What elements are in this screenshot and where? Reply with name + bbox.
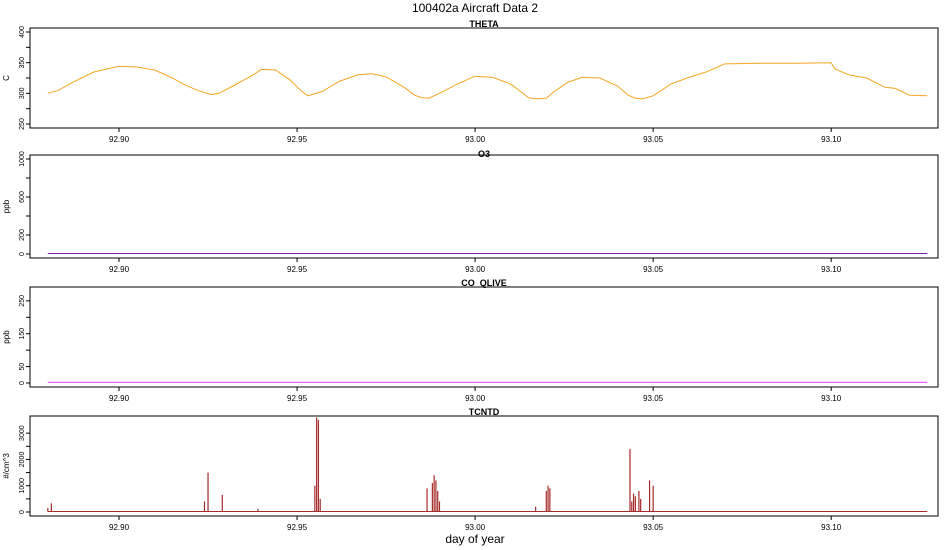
y-tick-label: 0 [19,510,26,514]
x-tick-label: 93.05 [643,265,664,274]
x-tick-label: 93.10 [821,523,842,532]
panel-title: TCNTD [469,407,500,417]
x-tick-label: 93.00 [465,265,486,274]
panel-1: O3 ppb 92.90 92.95 93.00 93.05 93.10 0 200 600 100… [2,149,939,274]
y-tick-label: 0 [19,381,26,385]
y-axis-label: ppb [2,199,11,213]
y-tick-label: 250 [19,118,26,130]
x-tick-label: 92.95 [287,265,308,274]
x-tick-label: 92.90 [109,394,130,403]
x-tick-label: 93.05 [643,394,664,403]
y-tick-label: 0 [19,252,26,256]
panel-0: THETA C 92.90 92.95 93.00 93.05 93.10 250 300 350… [2,19,939,144]
y-tick-label: 200 [19,229,26,241]
y-tick-label: 3000 [19,425,26,441]
x-tick-label: 92.95 [287,394,308,403]
y-axis-label: #/cm^3 [2,453,11,479]
y-tick-label: 250 [19,295,26,307]
x-tick-label: 92.95 [287,135,308,144]
x-tick-label: 92.90 [109,265,130,274]
panel-frame [29,286,939,388]
panel-title: O3 [478,149,490,159]
y-tick-label: 1000 [19,151,26,167]
panel-3: TCNTD #/cm^3 92.90 92.95 93.00 93.05 93.10 0 100… [2,407,939,532]
x-tick-label: 93.05 [643,523,664,532]
y-tick-label: 400 [19,26,26,38]
panel-frame [29,27,939,129]
y-tick-label: 50 [19,363,26,371]
x-tick-label: 92.95 [287,523,308,532]
y-tick-label: 350 [19,57,26,69]
x-tick-label: 93.10 [821,135,842,144]
y-axis-label: ppb [2,330,11,344]
x-tick-label: 92.90 [109,135,130,144]
series-line-0 [47,62,928,100]
y-tick-label: 300 [19,87,26,99]
y-tick-label: 2000 [19,452,26,468]
y-axis-label: C [2,75,11,81]
y-tick-label: 1000 [19,478,26,494]
figure-title: 100402a Aircraft Data 2 [412,1,538,15]
y-tick-label: 150 [19,328,26,340]
panel-frame [29,154,939,259]
panel-title: THETA [469,19,499,29]
x-tick-label: 93.00 [465,523,486,532]
panel-title: CO_QLIVE [461,278,507,288]
x-tick-label: 93.10 [821,265,842,274]
y-tick-label: 600 [19,191,26,203]
panel-frame [29,415,939,517]
x-tick-label: 93.10 [821,394,842,403]
x-tick-label: 93.00 [465,135,486,144]
panels: THETA C 92.90 92.95 93.00 93.05 93.10 250 300 350… [2,19,939,532]
x-tick-label: 92.90 [109,523,130,532]
x-axis-label: day of year [445,532,504,546]
x-tick-label: 93.00 [465,394,486,403]
x-tick-label: 93.05 [643,135,664,144]
